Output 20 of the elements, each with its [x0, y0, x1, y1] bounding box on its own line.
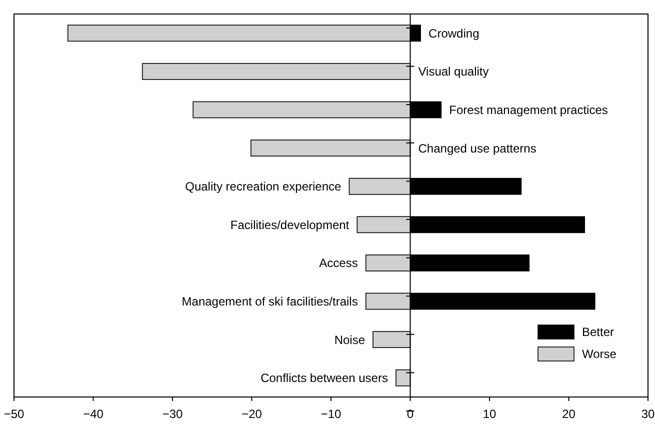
x-tick-label: −20	[242, 407, 262, 421]
y-tick-label: Management of ski facilities/trails	[182, 294, 358, 308]
x-tick-label: −10	[320, 407, 342, 421]
x-tick-label: −50	[4, 407, 24, 421]
legend-label: Worse	[582, 347, 617, 362]
y-tick-label: Quality recreation experience	[185, 180, 342, 194]
x-tick-label: 20	[562, 407, 576, 421]
x-tick-label: 10	[482, 407, 496, 421]
y-tick-label: Crowding	[428, 26, 480, 40]
y-tick-label: Changed use patterns	[418, 141, 536, 156]
y-tick-label: Conflicts between users	[260, 371, 388, 386]
x-tick-label: −40	[83, 407, 104, 421]
x-tick-label: −30	[162, 407, 183, 421]
y-tick-label: Forest management practices	[449, 102, 608, 117]
y-tick-label: Visual quality	[418, 64, 489, 79]
legend-label: Better	[582, 325, 614, 340]
y-tick-label: Access	[319, 256, 358, 270]
x-tick-label: 30	[641, 407, 655, 421]
y-tick-label: Noise	[334, 332, 366, 347]
y-tick-label: Facilities/development	[230, 218, 350, 232]
